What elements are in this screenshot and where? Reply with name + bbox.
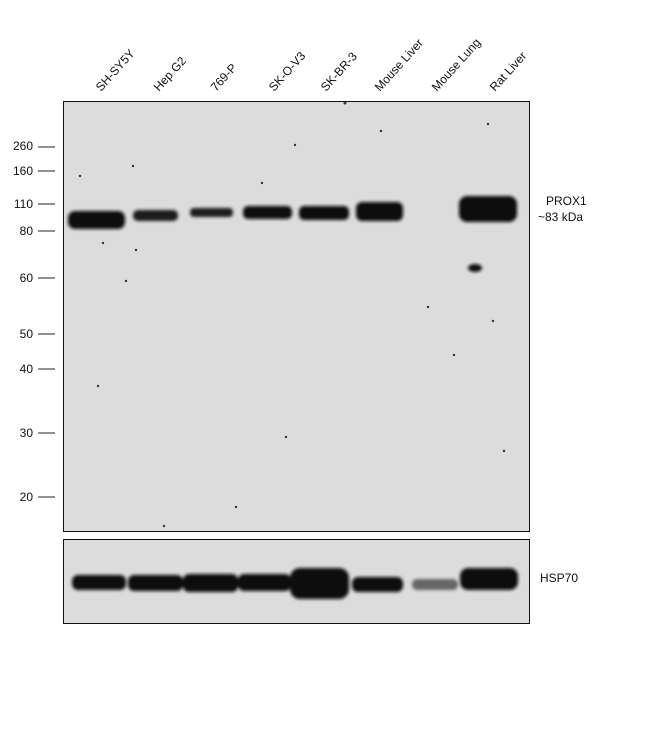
band (128, 575, 183, 591)
speck (284, 435, 288, 439)
speck (293, 143, 297, 147)
band (243, 206, 292, 219)
speck (486, 122, 490, 126)
band (72, 575, 126, 590)
speck (131, 164, 135, 168)
speck (379, 129, 383, 133)
band (356, 202, 403, 221)
speck (124, 279, 128, 283)
band (460, 568, 518, 590)
speck (502, 449, 506, 453)
speck (452, 353, 456, 357)
band (352, 577, 403, 592)
marker-label: 30 (20, 426, 34, 440)
band (190, 208, 233, 217)
band (68, 211, 125, 229)
marker-label: 40 (20, 362, 34, 376)
band (290, 568, 349, 599)
marker-label: 260 (13, 139, 33, 153)
marker-label: 60 (20, 271, 34, 285)
marker-label: 160 (13, 164, 33, 178)
band (412, 579, 458, 590)
speck (343, 101, 347, 105)
speck (491, 319, 495, 323)
marker-label: 110 (14, 197, 33, 211)
speck (78, 174, 82, 178)
panel-label: PROX1 (546, 194, 587, 208)
specks (78, 101, 506, 528)
speck (134, 248, 138, 252)
band (183, 574, 238, 592)
marker-label: 50 (20, 327, 34, 341)
speck (234, 505, 238, 509)
marker-label: 20 (20, 490, 34, 504)
speck (260, 181, 264, 185)
bands (68, 196, 517, 272)
bottom-panel: HSP70 (63, 539, 578, 624)
marker-label: 80 (20, 224, 34, 238)
markers: 260 160 110 80 60 50 40 30 20 (13, 139, 55, 504)
band (299, 206, 349, 220)
band (133, 210, 178, 221)
band (238, 574, 291, 591)
speck (101, 241, 105, 245)
panel-label: HSP70 (540, 571, 578, 585)
bands (72, 568, 518, 599)
band (459, 196, 517, 222)
speck (426, 305, 430, 309)
speck (162, 524, 166, 528)
panel-sublabel: ~83 kDa (538, 210, 583, 224)
band-spot (468, 264, 482, 272)
speck (96, 384, 100, 388)
membrane (63, 101, 530, 532)
top-panel: PROX1 ~83 kDa (63, 101, 587, 532)
